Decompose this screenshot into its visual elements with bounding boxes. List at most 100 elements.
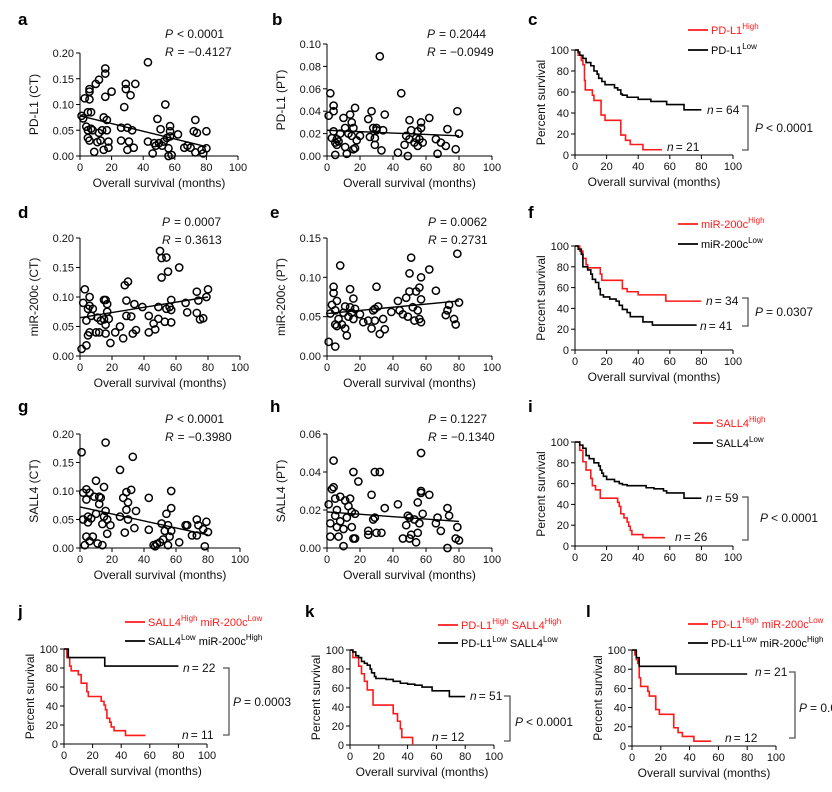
data-point [378, 125, 388, 135]
stat-p: P = 0.1227 [428, 412, 487, 426]
x-tick-label: 60 [664, 356, 676, 368]
regression-line [79, 296, 209, 319]
data-point [431, 286, 441, 296]
data-point [373, 302, 383, 311]
data-point [401, 520, 411, 530]
y-tick-label: 20 [557, 520, 569, 532]
data-point [163, 540, 173, 550]
y-tick-label: 0.00 [53, 151, 74, 163]
x-tick-label: 20 [655, 752, 667, 764]
data-point [330, 306, 340, 315]
y-tick-label: 0.20 [53, 48, 74, 60]
data-point [433, 513, 442, 522]
data-point [94, 492, 104, 502]
p-label: P [755, 305, 763, 319]
stat-label: P [427, 27, 435, 41]
y-tick-label: 60 [46, 682, 58, 694]
n-label: n = 12 [725, 731, 758, 745]
y-axis-title: Percent survival [534, 255, 548, 340]
data-point [363, 114, 373, 124]
stat-value: = 0.1227 [440, 412, 487, 426]
data-point [413, 306, 423, 315]
panel-letter: b [272, 10, 282, 29]
data-point [329, 456, 338, 465]
y-tick-label: 0.15 [53, 458, 74, 470]
y-tick-label: 0.10 [53, 100, 74, 112]
legend-superscript: High [749, 415, 765, 424]
y-axis-title: Percent survival [534, 60, 548, 145]
data-point [324, 337, 333, 347]
data-point [335, 261, 345, 270]
n-label: n = 64 [707, 103, 740, 117]
y-tick-label: 80 [332, 664, 344, 676]
data-point [174, 537, 184, 547]
data-point [403, 151, 413, 161]
data-point [167, 150, 176, 160]
x-tick-label: 60 [664, 552, 676, 564]
data-point [424, 490, 434, 500]
data-point [118, 333, 128, 343]
data-point [416, 272, 426, 282]
x-tick-label: 0 [572, 356, 578, 368]
legend-label: SALL4High [716, 415, 765, 430]
data-point [334, 532, 343, 541]
p-value: P = 0.0003 [233, 695, 291, 709]
data-point [454, 536, 464, 545]
data-point [148, 149, 158, 158]
x-tick-label: 100 [483, 554, 501, 566]
n-prefix: n [470, 689, 477, 703]
data-point [444, 511, 454, 521]
stat-label: P [162, 215, 170, 229]
data-point [424, 113, 434, 123]
significance-bracket [742, 496, 749, 541]
y-tick-label: 60 [557, 479, 569, 491]
x-tick-label: 60 [420, 362, 432, 374]
y-tick-label: 0.06 [300, 429, 321, 441]
stat-label: R [162, 233, 171, 247]
y-tick-label: 80 [557, 262, 569, 274]
data-point [182, 520, 192, 530]
stat-r: R = −0.3980 [165, 430, 232, 444]
legend-text: SALL4 [148, 617, 181, 629]
panel-letter: e [270, 203, 279, 222]
n-prefix: n [706, 294, 713, 308]
legend-superscript: High [545, 617, 561, 626]
n-value: = 11 [191, 728, 214, 742]
data-point [186, 143, 195, 153]
data-point [339, 541, 348, 551]
y-tick-label: 40 [557, 108, 569, 120]
data-point [102, 529, 112, 539]
data-point [143, 57, 153, 67]
data-point [98, 540, 107, 550]
x-tick-label: 0 [61, 750, 67, 762]
x-tick-label: 40 [632, 356, 644, 368]
y-axis-title: SALL4 (PT) [274, 460, 288, 523]
data-point [153, 114, 162, 124]
x-tick-label: 60 [169, 162, 181, 174]
data-point [327, 484, 337, 494]
data-point [86, 124, 96, 134]
n-label: n = 21 [755, 665, 788, 679]
significance-bracket [789, 671, 796, 739]
x-axis-title: Overall survival (months) [343, 376, 476, 390]
p-label: P [515, 715, 523, 729]
stat-label: R [165, 430, 174, 444]
legend-text: PD-L1 [711, 45, 742, 57]
data-point [436, 526, 446, 536]
x-tick-label: 60 [144, 750, 156, 762]
x-tick-label: 100 [724, 552, 742, 564]
data-point [454, 298, 464, 307]
data-point [101, 295, 110, 305]
p-value: P < 0.0001 [760, 511, 818, 525]
legend-text: miR-200c [759, 619, 810, 631]
x-tick-label: 100 [229, 162, 247, 174]
data-point [82, 341, 91, 350]
data-point [129, 143, 139, 153]
legend-text: PD-L1 [711, 25, 742, 37]
data-point [100, 64, 110, 73]
data-point [88, 304, 98, 314]
panel-letter: a [18, 10, 28, 29]
data-point [367, 106, 376, 116]
